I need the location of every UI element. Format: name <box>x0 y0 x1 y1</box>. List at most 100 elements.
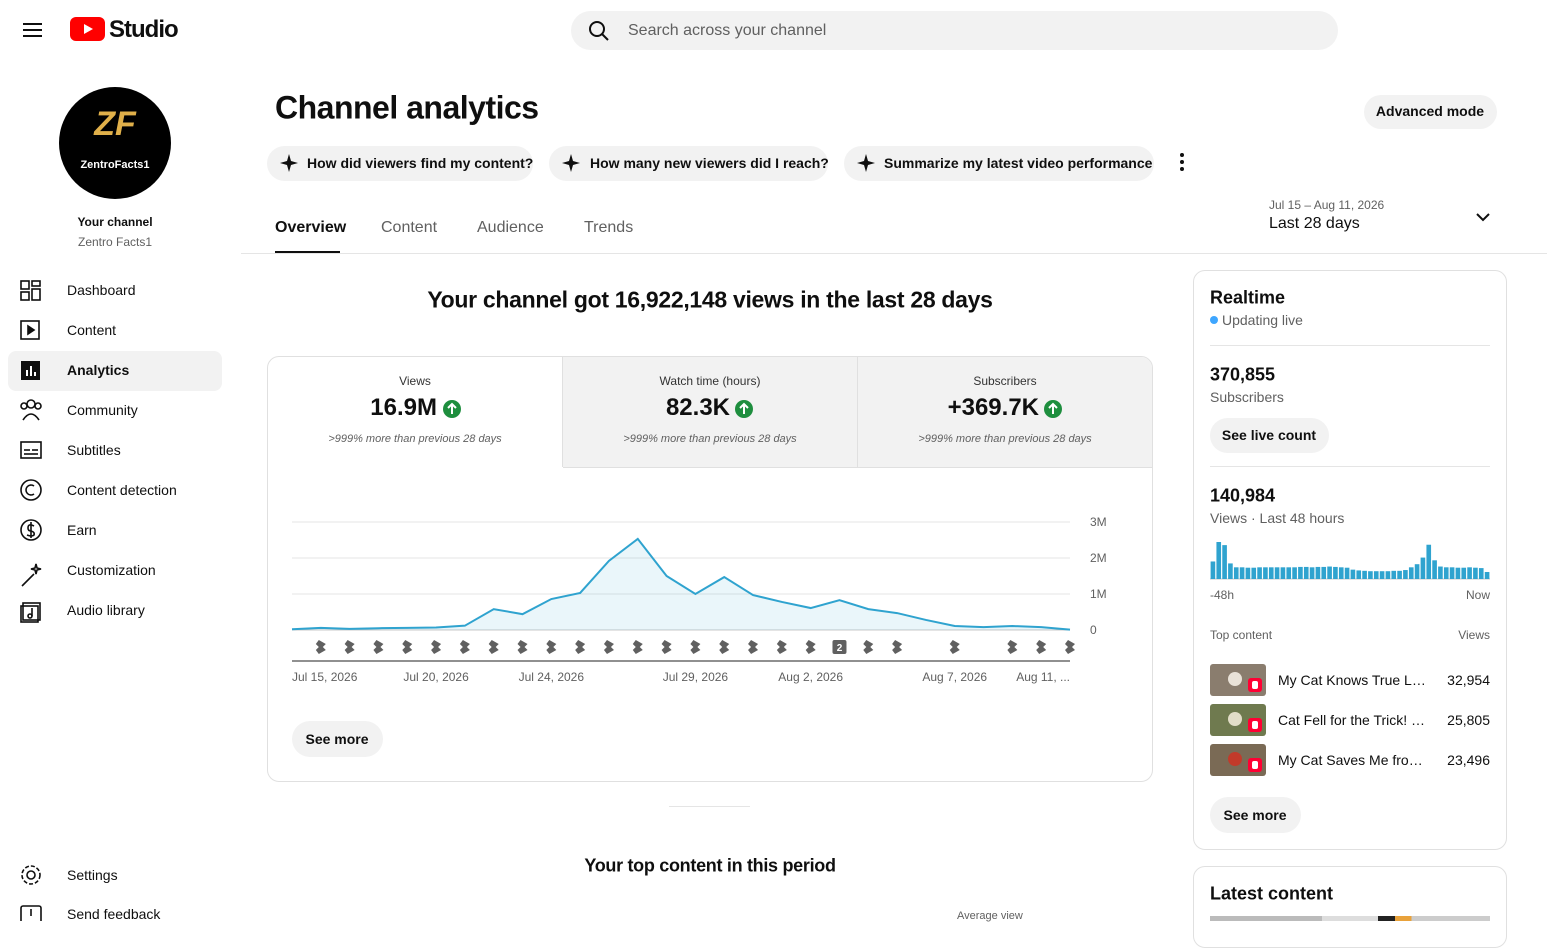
bar <box>1321 566 1327 579</box>
advanced-button-bg[interactable] <box>1364 95 1497 129</box>
nav-item[interactable]: Subtitles <box>67 442 121 458</box>
upload-marker <box>1065 640 1075 654</box>
prompt[interactable]: How many new viewers did I reach? <box>590 155 829 171</box>
tab[interactable]: Content <box>381 219 438 236</box>
nav-item[interactable]: Earn <box>67 522 97 538</box>
content-views: 32,954 <box>1447 672 1490 688</box>
advanced-button[interactable]: Advanced mode <box>1375 103 1485 119</box>
sparkle-icons <box>280 154 875 172</box>
upload-marker <box>776 640 787 654</box>
tab[interactable]: Audience <box>477 219 544 236</box>
see-more-bg[interactable] <box>292 721 383 757</box>
divider <box>1210 466 1490 467</box>
bar <box>1350 569 1356 579</box>
nav-item[interactable]: Analytics <box>67 362 130 378</box>
x-tick-label: Now <box>1466 588 1490 602</box>
x-tick-label: Jul 29, 2026 <box>663 670 729 684</box>
prompt-chip[interactable] <box>844 146 1154 181</box>
metric-label[interactable]: Views <box>399 374 431 388</box>
live-count-bg[interactable] <box>1210 418 1329 453</box>
views-column: Views <box>1458 628 1490 642</box>
bar <box>1420 557 1426 579</box>
x-tick-label: Jul 24, 2026 <box>519 670 585 684</box>
bar <box>1309 567 1315 579</box>
realtime-views-label: Views · Last 48 hours <box>1210 510 1345 526</box>
menu-button[interactable] <box>23 21 43 39</box>
bar <box>1333 566 1338 579</box>
realtime-chart: -48h Now <box>1210 542 1490 602</box>
nav-item[interactable]: Community <box>67 402 138 418</box>
see-more-button[interactable]: See more <box>305 731 369 747</box>
date-label[interactable]: Last 28 days <box>1269 215 1360 232</box>
section-divider <box>669 806 750 807</box>
bar <box>1449 567 1455 579</box>
bar <box>1292 567 1297 579</box>
page-title: Channel analytics <box>275 89 539 126</box>
metric-change: >999% more than previous 28 days <box>328 433 502 445</box>
date-range[interactable]: Jul 15 – Aug 11, 2026 <box>1269 198 1385 212</box>
prompt[interactable]: How did viewers find my content? <box>307 155 534 171</box>
live-count-button[interactable]: See live count <box>1221 427 1317 443</box>
bar <box>1426 544 1432 579</box>
brand[interactable]: Studio <box>109 16 179 43</box>
nav-item[interactable]: Audio library <box>67 602 145 618</box>
bar <box>1274 567 1280 579</box>
bar <box>1455 567 1461 579</box>
metric-change: >999% more than previous 28 days <box>918 433 1092 445</box>
prompt-chip[interactable] <box>549 146 828 181</box>
y-tick-label: 2M <box>1090 551 1107 565</box>
metric-divider <box>562 357 563 467</box>
views-chart: 0 1M 2M 3M Jul 15, 2026 Jul 20, 2026 Jul 24, 2… <box>291 515 1107 684</box>
realtime-card <box>1193 270 1507 850</box>
nav-item[interactable]: Content <box>67 322 117 338</box>
prompt-chip[interactable] <box>267 146 533 181</box>
see-more-bg[interactable] <box>1210 797 1301 833</box>
bar <box>1245 567 1251 579</box>
prompt[interactable]: Summarize my latest video performance <box>884 155 1153 171</box>
nav-item[interactable]: Content detection <box>67 482 177 498</box>
bar <box>1280 567 1286 579</box>
bar <box>1461 567 1467 579</box>
metric-value[interactable]: 16.9M <box>370 394 437 421</box>
nav-item[interactable]: Settings <box>67 867 118 883</box>
metric-label[interactable]: Watch time (hours) <box>659 374 761 388</box>
nav-active-bg <box>8 351 222 391</box>
bar <box>1373 571 1379 579</box>
date-dropdown[interactable] <box>1475 212 1491 224</box>
avatar-monogram: ZF <box>93 105 137 143</box>
metric-value[interactable]: +369.7K <box>947 394 1039 421</box>
upload-marker <box>1036 640 1047 654</box>
upload-count: 2 <box>837 643 843 654</box>
thumbnails <box>1210 664 1266 776</box>
content-title[interactable]: My Cat Knows True L… <box>1278 672 1426 688</box>
tab[interactable]: Overview <box>275 219 347 236</box>
upload-marker <box>517 640 528 654</box>
see-more-button[interactable]: See more <box>1223 807 1287 823</box>
metric-label[interactable]: Subscribers <box>973 374 1037 388</box>
bar <box>1473 567 1478 579</box>
bar <box>1443 567 1449 579</box>
content-title[interactable]: My Cat Saves Me fro… <box>1278 752 1423 768</box>
metric-value[interactable]: 82.3K <box>665 394 730 421</box>
channel-avatar[interactable]: ZF ZentroFacts1 <box>59 87 171 199</box>
bar <box>1286 567 1292 579</box>
more-button[interactable] <box>1178 152 1186 172</box>
tab[interactable]: Trends <box>584 219 634 236</box>
search-placeholder[interactable]: Search across your channel <box>628 22 827 39</box>
metric-change: >999% more than previous 28 days <box>623 433 797 445</box>
nav-item[interactable]: Dashboard <box>67 282 136 298</box>
bar <box>1216 542 1222 579</box>
x-tick-label: -48h <box>1210 588 1234 602</box>
search-box[interactable] <box>571 11 1338 50</box>
nav-item[interactable]: Customization <box>67 562 156 578</box>
bar <box>1315 566 1321 579</box>
bar <box>1257 567 1262 579</box>
content-title[interactable]: Cat Fell for the Trick! … <box>1278 712 1426 728</box>
upload-marker <box>603 640 614 654</box>
bar <box>1233 567 1239 579</box>
realtime-views: 140,984 <box>1210 485 1276 506</box>
nav-item[interactable]: Send feedback <box>67 906 161 922</box>
bottom-nav-icons <box>20 865 42 921</box>
content-views: 23,496 <box>1447 752 1490 768</box>
logo-icon[interactable] <box>70 17 106 42</box>
